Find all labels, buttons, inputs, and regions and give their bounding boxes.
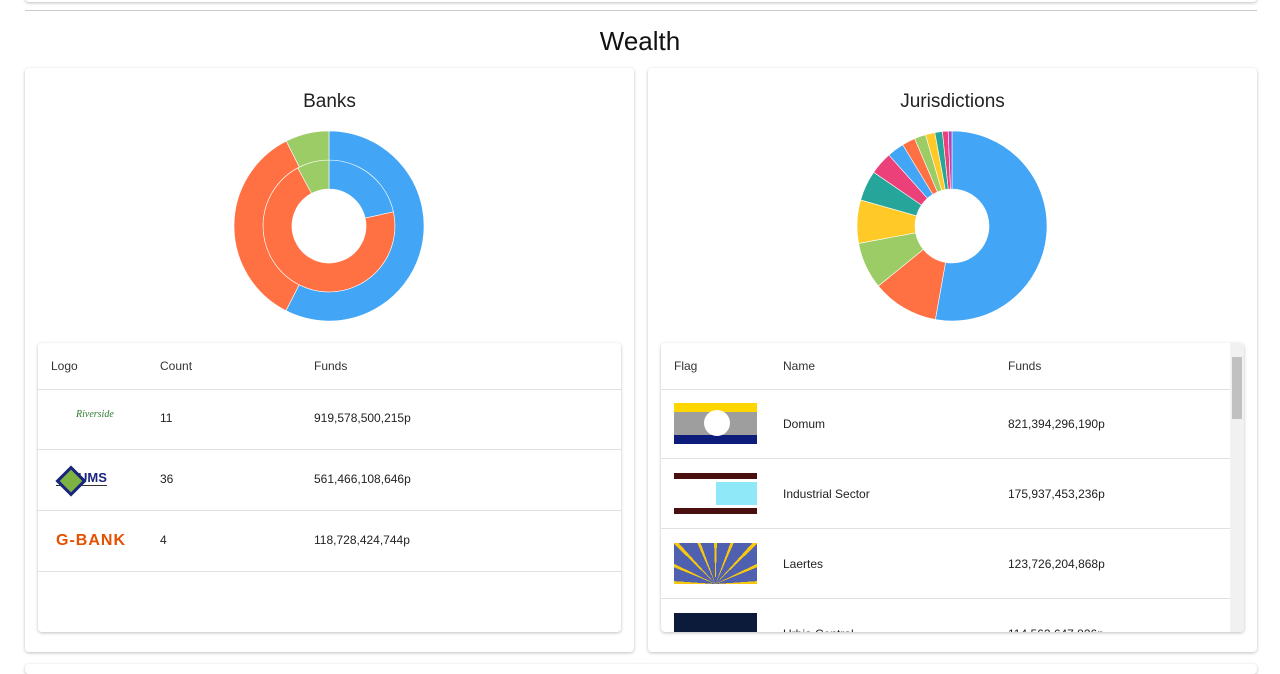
count-cell: 4 bbox=[160, 533, 167, 547]
name-cell: Industrial Sector bbox=[783, 487, 870, 501]
column-header: Count bbox=[160, 359, 193, 373]
table-header: Logo Count Funds bbox=[38, 343, 621, 390]
table-row: Industrial Sector 175,937,453,236p bbox=[661, 459, 1244, 529]
column-header: Funds bbox=[314, 359, 348, 373]
count-cell: 36 bbox=[160, 472, 174, 486]
banks-table: Logo Count Funds Riverside 11 919,578,500,215… bbox=[38, 343, 621, 632]
table-row: Riverside 11 919,578,500,215p bbox=[38, 389, 621, 450]
column-header: Funds bbox=[1008, 359, 1042, 373]
table-header: Flag Name Funds bbox=[661, 343, 1244, 390]
funds-cell: 561,466,108,646p bbox=[314, 472, 411, 486]
donut-slice bbox=[285, 130, 425, 322]
jurisdictions-card: Jurisdictions Flag Name Funds Domum 821,394,… bbox=[648, 68, 1257, 652]
funds-cell: 123,726,204,868p bbox=[1008, 557, 1105, 571]
divider bbox=[25, 10, 1257, 11]
jurisdictions-table: Flag Name Funds Domum 821,394,296,190p Indust… bbox=[661, 343, 1244, 632]
banks-card: Banks Logo Count Funds Riverside 11 919,578,5… bbox=[25, 68, 634, 652]
donut-slice bbox=[285, 130, 330, 168]
name-cell: Urbia Central bbox=[783, 627, 854, 632]
table-row: Urbia Central 114,562,647,826p bbox=[661, 599, 1244, 632]
flag bbox=[674, 473, 757, 514]
top-card bbox=[25, 0, 1257, 2]
bottom-card bbox=[25, 664, 1257, 674]
scrollbar[interactable] bbox=[1230, 343, 1244, 632]
funds-cell: 821,394,296,190p bbox=[1008, 417, 1105, 431]
table-row: Domum 821,394,296,190p bbox=[661, 389, 1244, 459]
chart-title: Jurisdictions bbox=[900, 91, 1005, 112]
flag bbox=[674, 403, 757, 444]
flag bbox=[674, 543, 757, 584]
table-row: G-BANK 4 118,728,424,744p bbox=[38, 511, 621, 572]
donut-slice bbox=[947, 130, 953, 190]
column-header: Logo bbox=[51, 359, 78, 373]
table-row: UMS 36 561,466,108,646p bbox=[38, 450, 621, 511]
count-cell: 11 bbox=[160, 411, 173, 425]
funds-cell: 114,562,647,826p bbox=[1008, 627, 1104, 632]
donut-slice bbox=[935, 130, 1048, 322]
donut-chart bbox=[856, 130, 1048, 322]
funds-cell: 919,578,500,215p bbox=[314, 411, 411, 425]
column-header: Flag bbox=[674, 359, 698, 373]
funds-cell: 175,937,453,236p bbox=[1008, 487, 1105, 501]
scrollbar-thumb[interactable] bbox=[1232, 357, 1242, 419]
funds-cell: 118,728,424,744p bbox=[314, 533, 410, 547]
name-cell: Laertes bbox=[783, 557, 824, 571]
donut-chart bbox=[233, 130, 425, 322]
bank-logo: Riverside bbox=[76, 409, 114, 420]
chart-title: Banks bbox=[303, 91, 356, 112]
column-header: Name bbox=[783, 359, 816, 373]
name-cell: Domum bbox=[783, 417, 826, 431]
table-row: Laertes 123,726,204,868p bbox=[661, 529, 1244, 599]
flag bbox=[674, 613, 757, 632]
bank-logo: G-BANK bbox=[56, 532, 126, 549]
section-title: Wealth bbox=[599, 26, 681, 56]
